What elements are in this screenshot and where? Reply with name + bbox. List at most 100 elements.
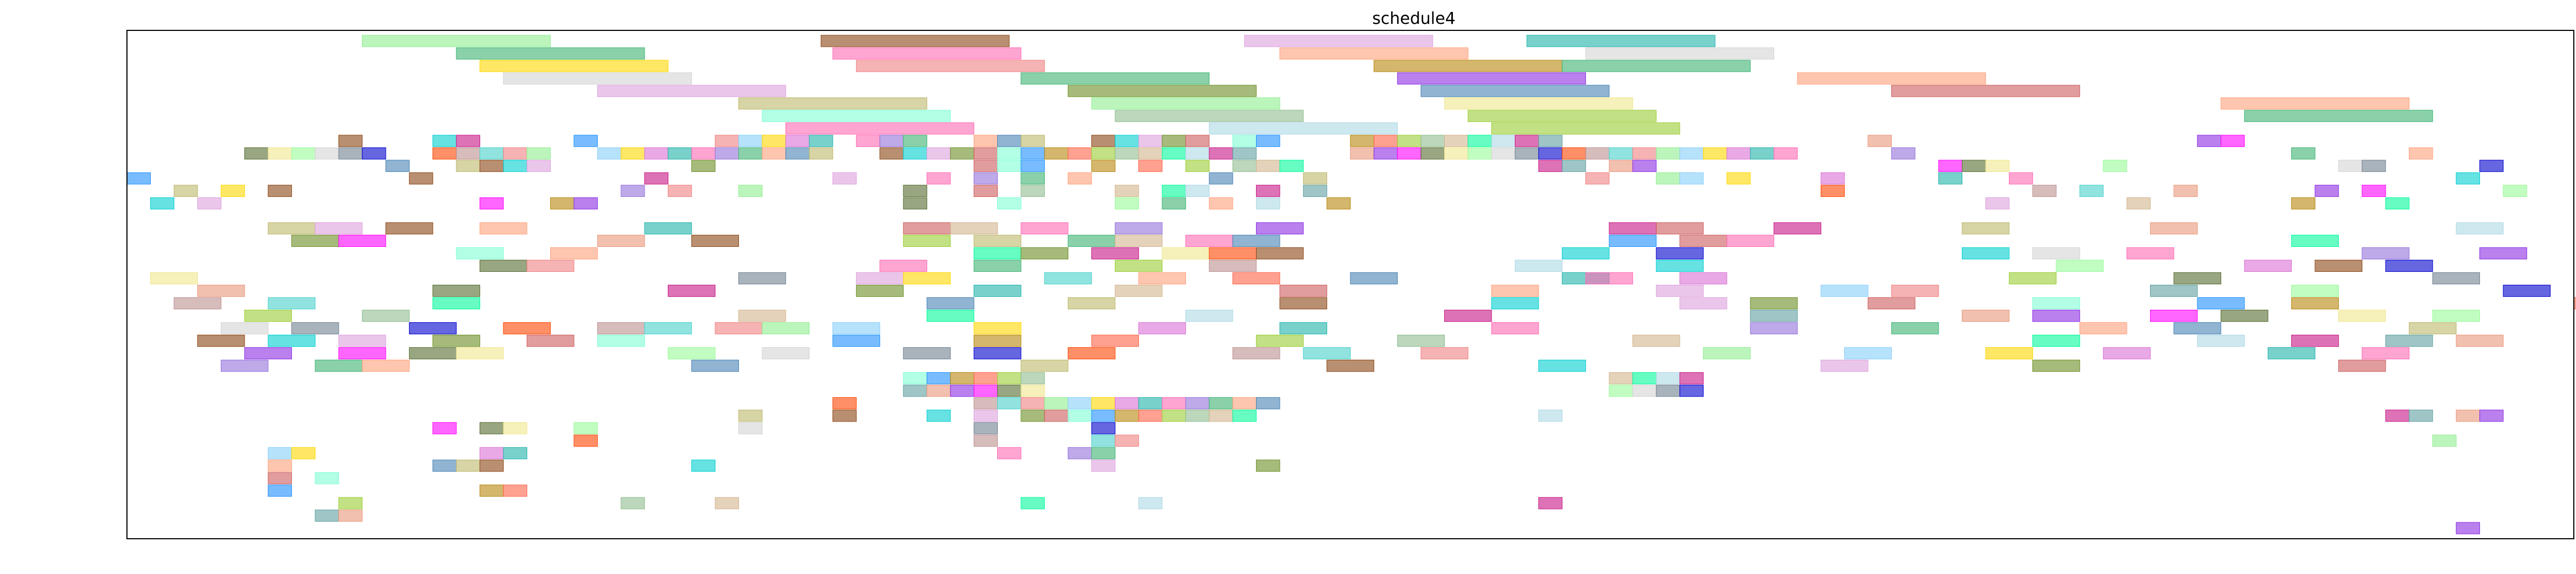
task-bar-mas0-13 — [2291, 234, 2339, 247]
task-bar-mas-mem0-0 — [903, 372, 927, 385]
task-bar-mas-in3-15 — [2032, 184, 2057, 197]
task-bar-mm-in0-9 — [856, 135, 881, 147]
task-bar-mas-mem3-1 — [832, 410, 857, 422]
task-bar-mas2-5 — [1114, 284, 1163, 297]
task-bar-mas-in2-1 — [409, 172, 433, 184]
task-bar-mas-in0-47 — [1585, 147, 1610, 160]
task-bar-mm-mem0-3 — [456, 347, 504, 360]
task-bar-mas0-11 — [1679, 234, 1727, 247]
task-bar-mm-mem0-4 — [667, 347, 716, 360]
task-bar-mas4-7 — [973, 335, 1022, 347]
task-bar-mas-in3-1 — [220, 184, 245, 197]
task-bar-mas4-2 — [338, 335, 386, 347]
task-bar-mas-mem5-1 — [973, 435, 998, 447]
task-bar-mas2-7 — [1491, 284, 1539, 297]
task-bar-mm0-2 — [1444, 97, 1633, 110]
task-bar-mas-in3-12 — [1256, 184, 1280, 197]
task-bar-mas-in1-4 — [526, 160, 551, 172]
task-bar-mas1-9 — [2244, 259, 2292, 272]
task-bar-mas-in0-37 — [1350, 147, 1374, 160]
task-bar-mas-mem4-4 — [738, 422, 763, 435]
task-bar-mas-in2-11 — [1656, 172, 1680, 184]
task-bar-mas4-5 — [644, 322, 692, 335]
task-bar-mas4-0 — [220, 322, 269, 335]
task-bar-main-mem-r1-0 — [2456, 522, 2481, 534]
task-bar-mas3-0 — [244, 309, 292, 322]
task-bar-mas-in0-39 — [1397, 147, 1421, 160]
task-bar-mas-in3-2 — [267, 184, 292, 197]
task-bar-mas-mem9-0 — [267, 484, 292, 497]
task-bar-mm-mem1-8 — [2032, 360, 2080, 372]
task-bar-mas0-7 — [1114, 234, 1163, 247]
task-bar-mas3-7 — [1679, 297, 1727, 310]
task-bar-mas-in1-16 — [1561, 160, 1586, 172]
task-bar-mas1-5 — [1162, 247, 1210, 260]
task-bar-mas1-12 — [2126, 247, 2175, 260]
task-bar-mas-mem0-4 — [997, 372, 1022, 385]
task-bar-mas-in4-8 — [1162, 197, 1186, 209]
task-bar-mas0-12 — [1726, 234, 1775, 247]
task-bar-mas-mem2-0 — [832, 397, 857, 410]
task-bar-mm-in0-31 — [1867, 135, 1892, 147]
task-bar-mas-in1-23 — [2338, 160, 2363, 172]
task-bar-mas0-10 — [1609, 222, 1657, 234]
task-bar-mas0-10 — [1609, 234, 1657, 247]
task-bar-mm-mem0-9 — [1232, 347, 1280, 360]
task-bar-mm0-3 — [1585, 47, 1775, 60]
task-bar-mas-mem6-0 — [267, 447, 292, 460]
task-bar-mas-in3-20 — [2503, 184, 2527, 197]
task-bar-mas-mem1-1 — [926, 385, 951, 397]
task-bar-mas-in0-43 — [1491, 147, 1516, 160]
task-bar-mas-in1-18 — [1632, 160, 1657, 172]
task-bar-mas2-10 — [1891, 284, 1939, 297]
task-bar-mas-in2-16 — [2008, 172, 2033, 184]
task-bar-mas4-17 — [2408, 322, 2457, 335]
task-bar-mm-in0-32 — [2197, 135, 2222, 147]
task-bar-mas1-1 — [550, 247, 598, 260]
task-bar-mas-in3-14 — [1820, 184, 1845, 197]
task-bar-mas2-7 — [1350, 272, 1398, 285]
task-bar-mas3-11 — [2338, 309, 2386, 322]
task-bar-mas0-2 — [385, 222, 433, 234]
task-bar-mas-in3-19 — [2362, 184, 2386, 197]
task-bar-mas-in2-8 — [1209, 172, 1233, 184]
task-bar-mas-mem3-13 — [1232, 410, 1257, 422]
task-bar-mas1-4 — [1091, 247, 1139, 260]
task-bar-mas4-3 — [503, 322, 551, 335]
task-bar-mas2-0 — [150, 272, 198, 285]
task-bar-mm-in0-15 — [1091, 135, 1115, 147]
task-bar-mas-in4-1 — [197, 197, 221, 209]
task-bar-mas-in2-3 — [832, 172, 857, 184]
task-bar-mas3-5 — [1279, 297, 1328, 310]
task-bar-mas2-3 — [856, 284, 904, 297]
task-bar-mm-mem1-3 — [691, 360, 739, 372]
task-bar-mas1-11 — [2032, 247, 2080, 260]
task-bar-mas-in0-20 — [809, 147, 833, 160]
task-bar-mas1-14 — [2479, 247, 2527, 260]
task-bar-mas0-4 — [903, 234, 951, 247]
task-bar-mas4-8 — [832, 322, 881, 335]
task-bar-mas1-4 — [1114, 259, 1163, 272]
task-bar-mas2-9 — [1585, 272, 1633, 285]
task-bar-mas-mem3-4 — [1021, 410, 1045, 422]
task-bar-mas-in2-5 — [973, 172, 998, 184]
task-bar-mas2-6 — [1232, 272, 1280, 285]
task-bar-mm0-1 — [1091, 97, 1280, 110]
task-bar-mas-mem2-3 — [1021, 397, 1045, 410]
task-bar-mas-in2-10 — [1585, 172, 1610, 184]
task-bar-mas4-4 — [597, 322, 645, 335]
task-bar-mas-in0-8 — [479, 147, 504, 160]
task-bar-mas-in2-4 — [926, 172, 951, 184]
task-bar-mas1-7 — [1256, 247, 1304, 260]
task-bar-mm0-1 — [1021, 72, 1210, 85]
task-bar-mas-in1-14 — [1279, 160, 1304, 172]
task-bar-mm-in0-5 — [738, 135, 763, 147]
task-bar-mm-in0-24 — [1397, 135, 1421, 147]
task-bar-mm-in0-19 — [1185, 135, 1210, 147]
task-bar-mas-in4-3 — [550, 197, 575, 209]
task-bar-mas-in0-19 — [785, 147, 810, 160]
task-bar-mm-mem0-17 — [2362, 347, 2409, 360]
task-bar-mas-in1-7 — [997, 160, 1022, 172]
task-bar-mas4-16 — [2456, 335, 2504, 347]
task-bar-mas-in0-17 — [738, 147, 763, 160]
